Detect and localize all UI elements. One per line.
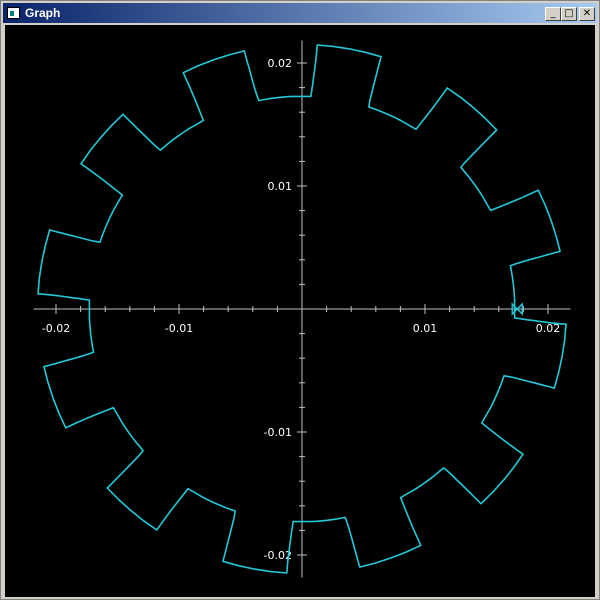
close-icon: ✕ <box>582 8 592 19</box>
x-tick-label: -0.01 <box>165 322 193 335</box>
maximize-icon: □ <box>564 8 574 19</box>
gear-outline-line <box>37 44 567 574</box>
maximize-button[interactable]: □ <box>561 7 577 21</box>
close-button[interactable]: ✕ <box>579 7 595 21</box>
x-tick-label: 0.02 <box>536 322 561 335</box>
y-tick-label: 0.02 <box>268 57 293 70</box>
start-marker <box>511 302 523 316</box>
x-tick-label: -0.02 <box>42 322 70 335</box>
gear-chart: -0.02 -0.01 0.01 0.02 0.02 0.01 -0.01 -0.02 <box>33 40 571 578</box>
title-bar[interactable]: Graph _ □ ✕ <box>3 3 597 23</box>
y-tick-label: -0.01 <box>264 426 292 439</box>
y-tick-label: 0.01 <box>268 180 293 193</box>
app-icon <box>7 7 20 19</box>
y-tick-label: -0.02 <box>264 549 292 562</box>
minimize-icon: _ <box>550 8 556 19</box>
x-tick-label: 0.01 <box>413 322 438 335</box>
window-title: Graph <box>25 6 61 20</box>
minimize-button[interactable]: _ <box>545 7 561 21</box>
plot-area: -0.02 -0.01 0.01 0.02 0.02 0.01 -0.01 -0.02 <box>5 25 595 597</box>
